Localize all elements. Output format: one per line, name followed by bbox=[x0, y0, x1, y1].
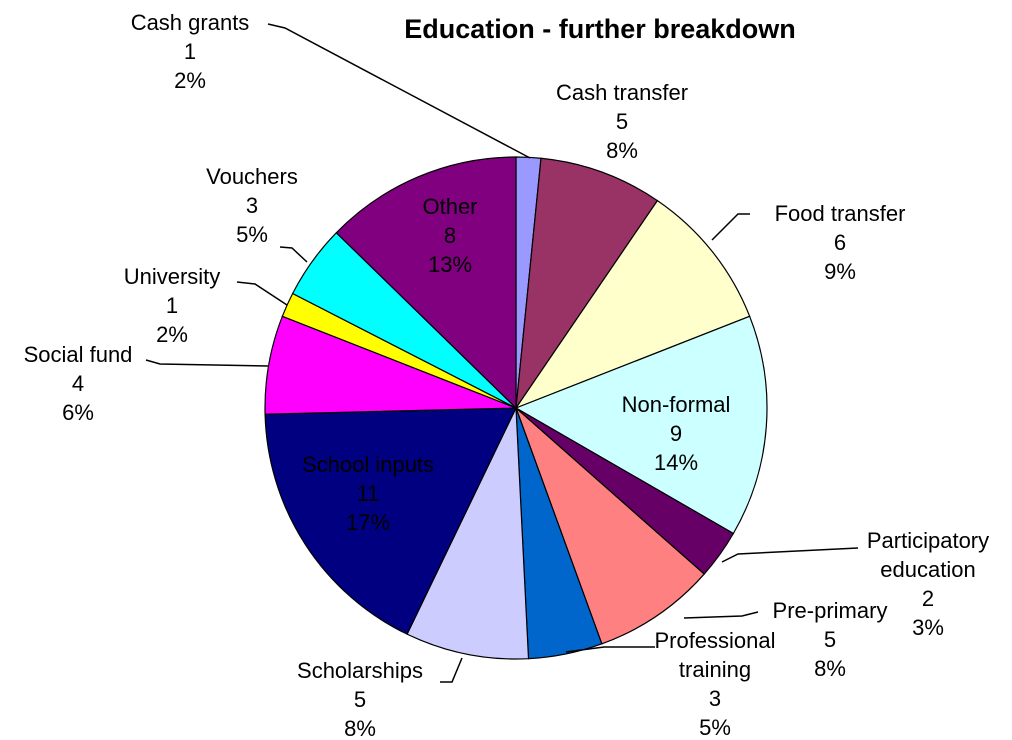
label-name: School inputs bbox=[301, 452, 435, 477]
label-value: 1 bbox=[165, 293, 179, 318]
label-name: Professional training bbox=[654, 628, 776, 682]
label-percent: 2% bbox=[156, 322, 188, 347]
leader-line bbox=[267, 23, 531, 159]
leader-line bbox=[236, 281, 288, 306]
label-value: 2 bbox=[921, 586, 935, 611]
slice-label: School inputs 11 17% bbox=[278, 450, 458, 537]
slice-label: Social fund 4 6% bbox=[0, 340, 158, 427]
label-name: Cash grants bbox=[130, 10, 250, 35]
label-name: Scholarships bbox=[297, 658, 423, 683]
label-name: Other bbox=[422, 194, 478, 219]
label-value: 1 bbox=[183, 39, 197, 64]
label-percent: 2% bbox=[174, 68, 206, 93]
slice-label: Cash grants 1 2% bbox=[100, 8, 280, 95]
label-value: 5 bbox=[823, 627, 837, 652]
slice-label: University 1 2% bbox=[92, 262, 252, 349]
label-percent: 8% bbox=[814, 656, 846, 681]
leader-line bbox=[711, 213, 750, 241]
label-percent: 8% bbox=[606, 138, 638, 163]
label-percent: 17% bbox=[345, 510, 391, 535]
label-name: Vouchers bbox=[206, 164, 298, 189]
pie-slice bbox=[264, 407, 517, 635]
label-value: 6 bbox=[833, 230, 847, 255]
pie-slice bbox=[515, 407, 706, 645]
label-name: Food transfer bbox=[774, 201, 906, 226]
label-value: 5 bbox=[353, 687, 367, 712]
slice-label: Cash transfer 5 8% bbox=[522, 78, 722, 165]
slice-label: Non-formal 9 14% bbox=[586, 390, 766, 477]
label-value: 5 bbox=[615, 109, 629, 134]
leader-line bbox=[145, 359, 269, 367]
leader-line bbox=[440, 657, 463, 683]
slice-label: Scholarships 5 8% bbox=[270, 656, 450, 740]
slice-label: Participatory education 2 3% bbox=[848, 526, 1008, 642]
label-name: Pre-primary bbox=[772, 598, 888, 623]
label-value: 3 bbox=[245, 193, 259, 218]
label-percent: 6% bbox=[62, 400, 94, 425]
label-percent: 9% bbox=[824, 259, 856, 284]
slice-label: Vouchers 3 5% bbox=[172, 162, 332, 249]
label-value: 8 bbox=[443, 223, 457, 248]
label-percent: 5% bbox=[699, 715, 731, 740]
label-name: University bbox=[123, 264, 221, 289]
leader-line bbox=[565, 646, 655, 653]
pie-slice bbox=[515, 157, 659, 409]
label-value: 9 bbox=[669, 421, 683, 446]
pie-slice bbox=[514, 199, 751, 410]
slice-label: Pre-primary 5 8% bbox=[750, 596, 910, 683]
label-value: 3 bbox=[708, 686, 722, 711]
chart-title: Education - further breakdown bbox=[404, 14, 796, 44]
label-percent: 14% bbox=[653, 450, 699, 475]
label-name: Non-formal bbox=[621, 392, 731, 417]
label-value: 4 bbox=[71, 371, 85, 396]
label-percent: 5% bbox=[236, 222, 268, 247]
slice-label: Food transfer 6 9% bbox=[740, 199, 940, 286]
label-name: Cash transfer bbox=[555, 80, 689, 105]
slice-label: Professional training 3 5% bbox=[635, 626, 795, 740]
label-percent: 8% bbox=[344, 716, 376, 740]
label-name: Social fund bbox=[23, 342, 133, 367]
pie-slice bbox=[406, 407, 530, 660]
label-value: 11 bbox=[356, 481, 380, 506]
leader-line bbox=[279, 246, 308, 263]
pie-slice bbox=[514, 315, 768, 535]
leader-line bbox=[683, 611, 759, 619]
slice-label: Other 8 13% bbox=[370, 192, 530, 279]
leader-line bbox=[721, 547, 859, 563]
label-name: Participatory education bbox=[866, 528, 990, 582]
label-percent: 13% bbox=[427, 252, 473, 277]
label-percent: 3% bbox=[912, 615, 944, 640]
pie-slice bbox=[335, 156, 517, 410]
